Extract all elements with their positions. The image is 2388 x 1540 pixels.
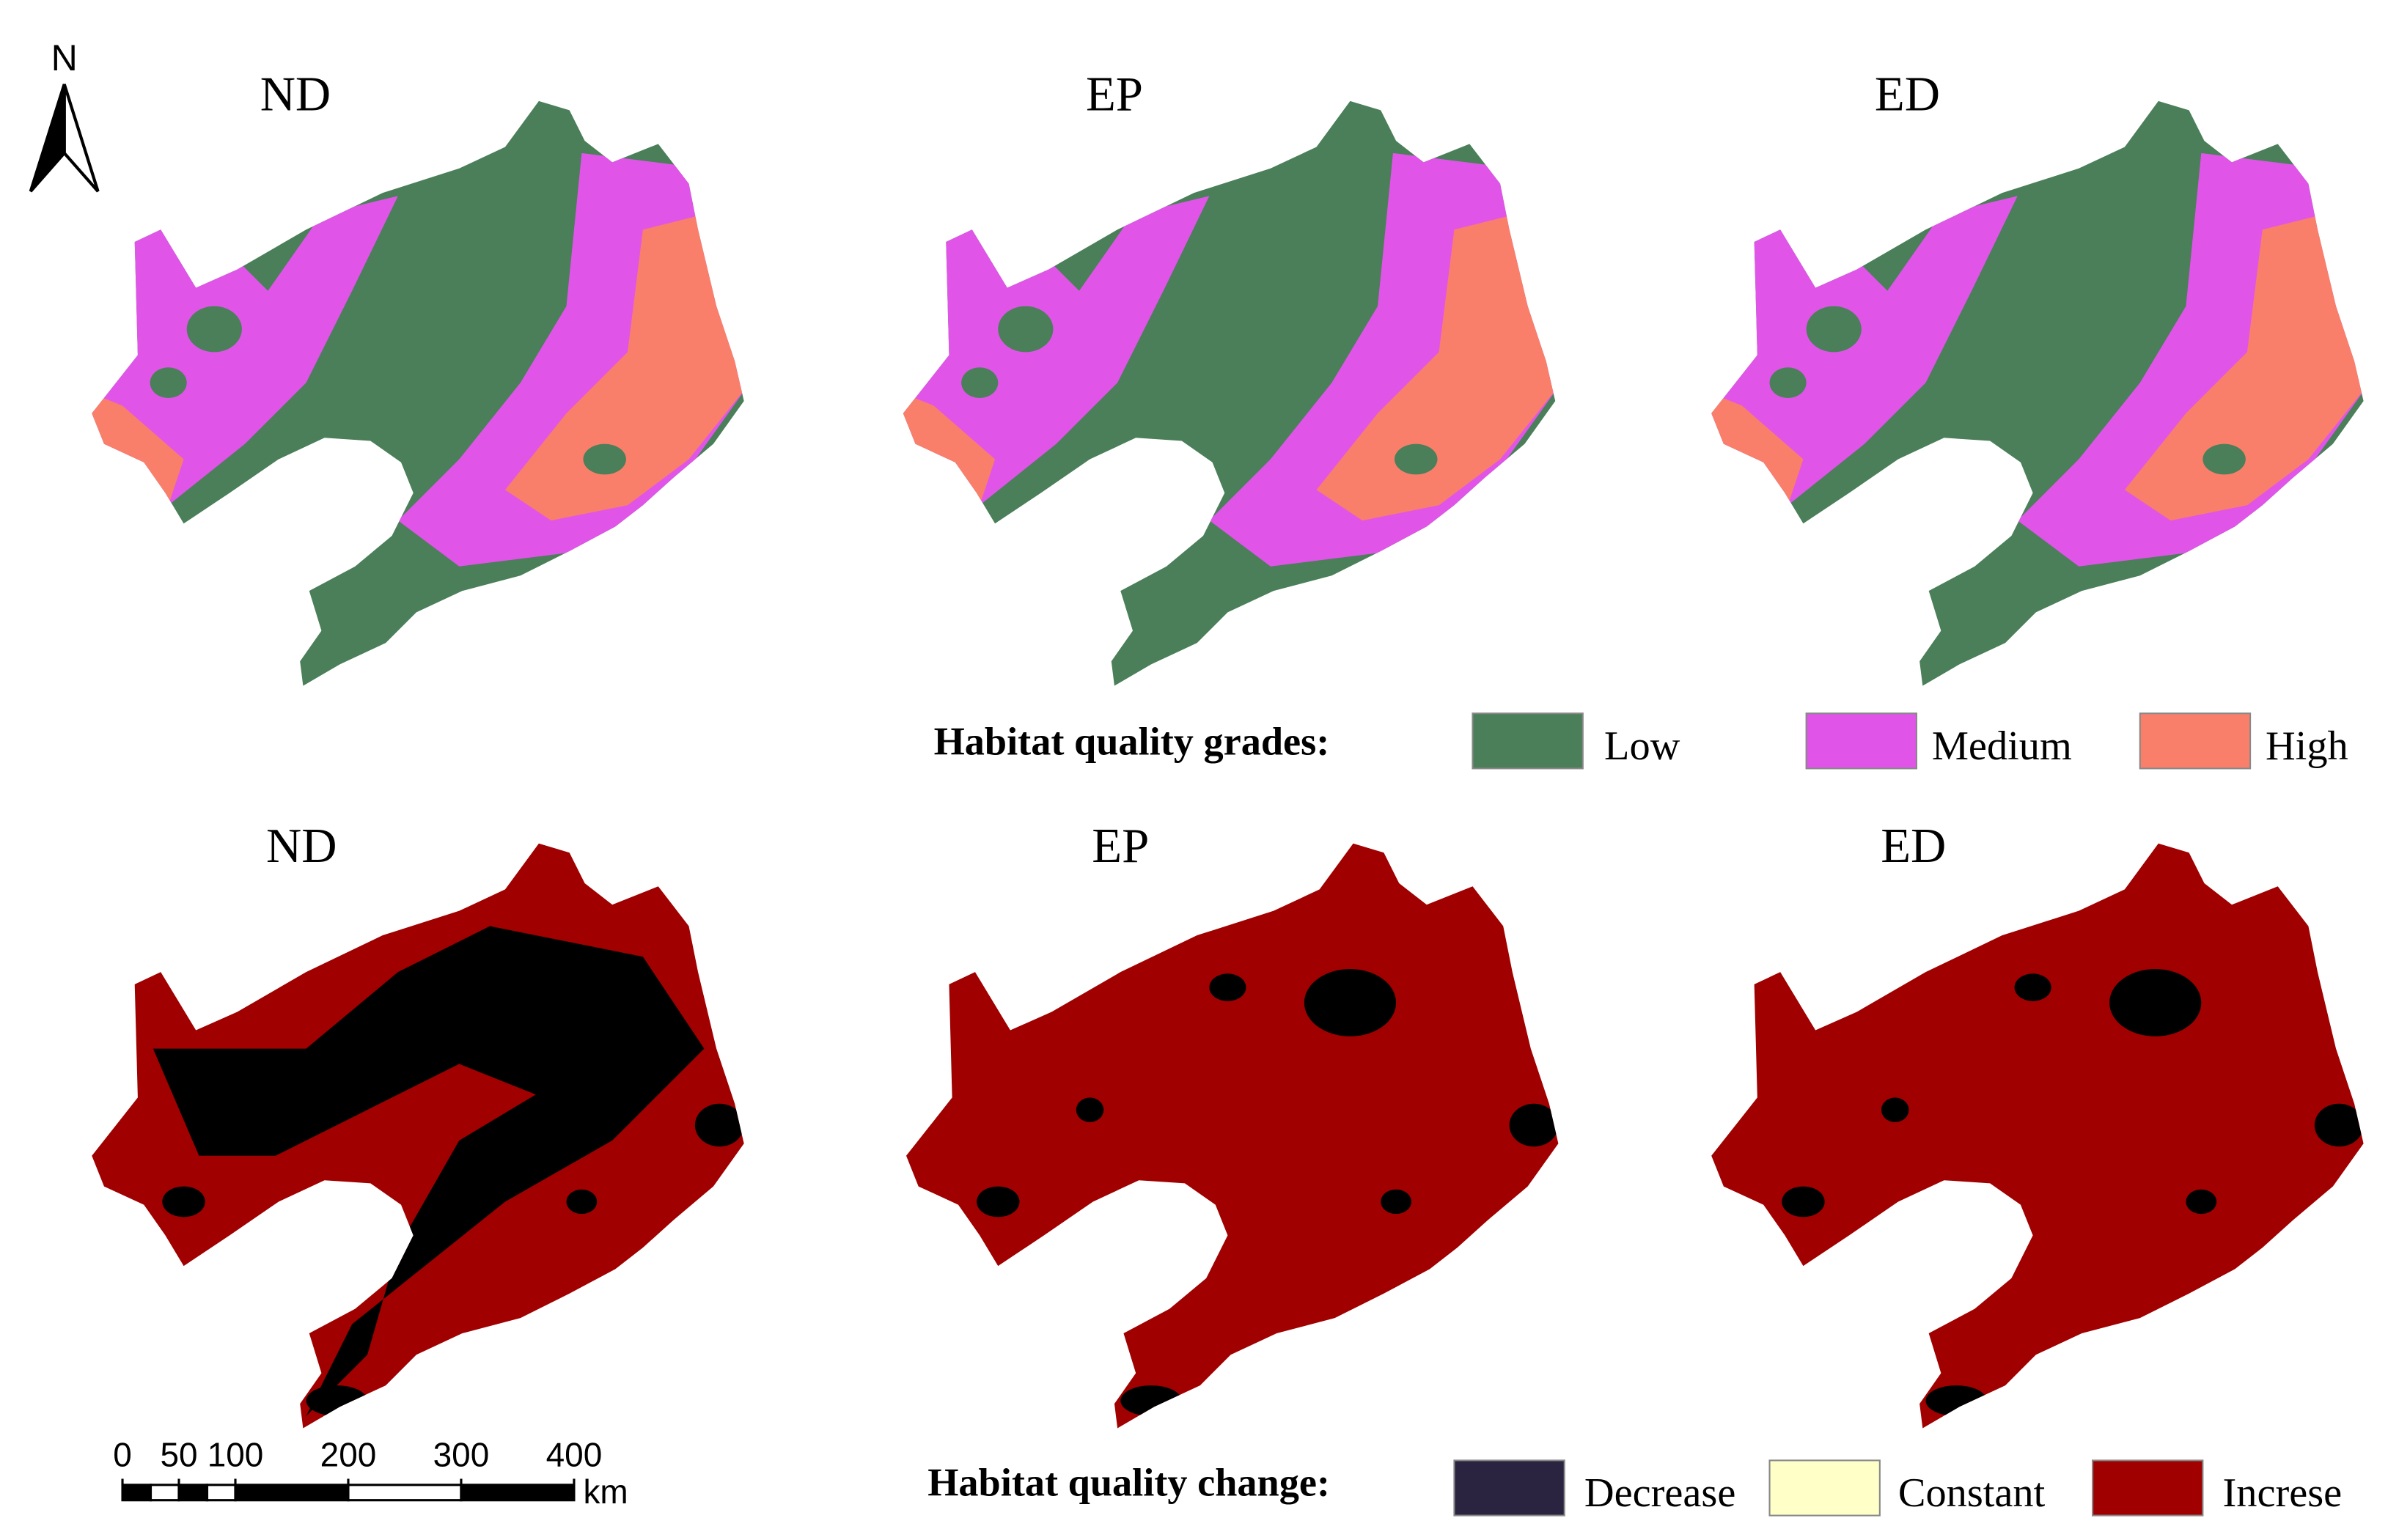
scale-tick-label: 50 xyxy=(160,1436,197,1474)
map-panel xyxy=(92,844,743,1429)
legend-swatch xyxy=(1472,712,1584,770)
scale-segment xyxy=(121,1484,153,1502)
north-arrow: N xyxy=(29,37,100,193)
scale-segment xyxy=(347,1484,463,1502)
legend-swatch xyxy=(1805,712,1917,770)
scale-tick-label: 400 xyxy=(546,1436,603,1474)
panel-title: EP xyxy=(1092,819,1149,873)
scale-tick-label: 0 xyxy=(113,1436,132,1474)
arrow-half xyxy=(29,84,66,193)
scale-tick-label: 300 xyxy=(433,1436,490,1474)
panel-title: ND xyxy=(266,819,337,873)
north-label: N xyxy=(51,37,78,78)
legend-swatch xyxy=(1453,1459,1565,1517)
scale-segment xyxy=(460,1484,576,1502)
panel-title: ND xyxy=(260,67,331,121)
legend-label: Medium xyxy=(1932,723,2072,769)
panel-title: ED xyxy=(1881,819,1946,873)
legend-label: Constant xyxy=(1898,1470,2046,1516)
legend-label: Increse xyxy=(2223,1470,2343,1516)
map-panel xyxy=(84,101,750,686)
panel-title: EP xyxy=(1086,67,1143,121)
scale-segment xyxy=(149,1484,180,1502)
panel-title: ED xyxy=(1875,67,1940,121)
legend-swatch xyxy=(1768,1459,1881,1517)
panel-titles: ND EP ED ND EP ED xyxy=(260,67,1947,872)
scale-segment xyxy=(177,1484,209,1502)
legend-label: High xyxy=(2266,723,2348,769)
decrease-patch xyxy=(153,926,705,1416)
legend-label: Low xyxy=(1604,723,1680,769)
legend-title: Habitat quality grades: xyxy=(934,720,1330,764)
legend-swatch xyxy=(2139,712,2252,770)
legend-swatch xyxy=(2092,1459,2204,1517)
scale-tick-label: 100 xyxy=(207,1436,264,1474)
legend-title: Habitat quality change: xyxy=(927,1460,1330,1504)
legend: Habitat quality grades: Low Medium High xyxy=(934,712,2348,770)
map-panel xyxy=(1704,101,2370,686)
map-panel xyxy=(895,101,1561,686)
scale-tick-label: 200 xyxy=(320,1436,377,1474)
scale-segment xyxy=(234,1484,350,1502)
map-panel xyxy=(906,844,1558,1429)
nd-extra-decrease xyxy=(153,926,705,1416)
map-panel xyxy=(1711,844,2363,1429)
scale-unit: km xyxy=(583,1473,628,1511)
legend: Habitat quality change: Decrease Constant… xyxy=(927,1459,2343,1517)
arrow-half xyxy=(62,84,100,193)
legend-label: Decrease xyxy=(1584,1470,1735,1516)
scale-segment xyxy=(205,1484,237,1502)
